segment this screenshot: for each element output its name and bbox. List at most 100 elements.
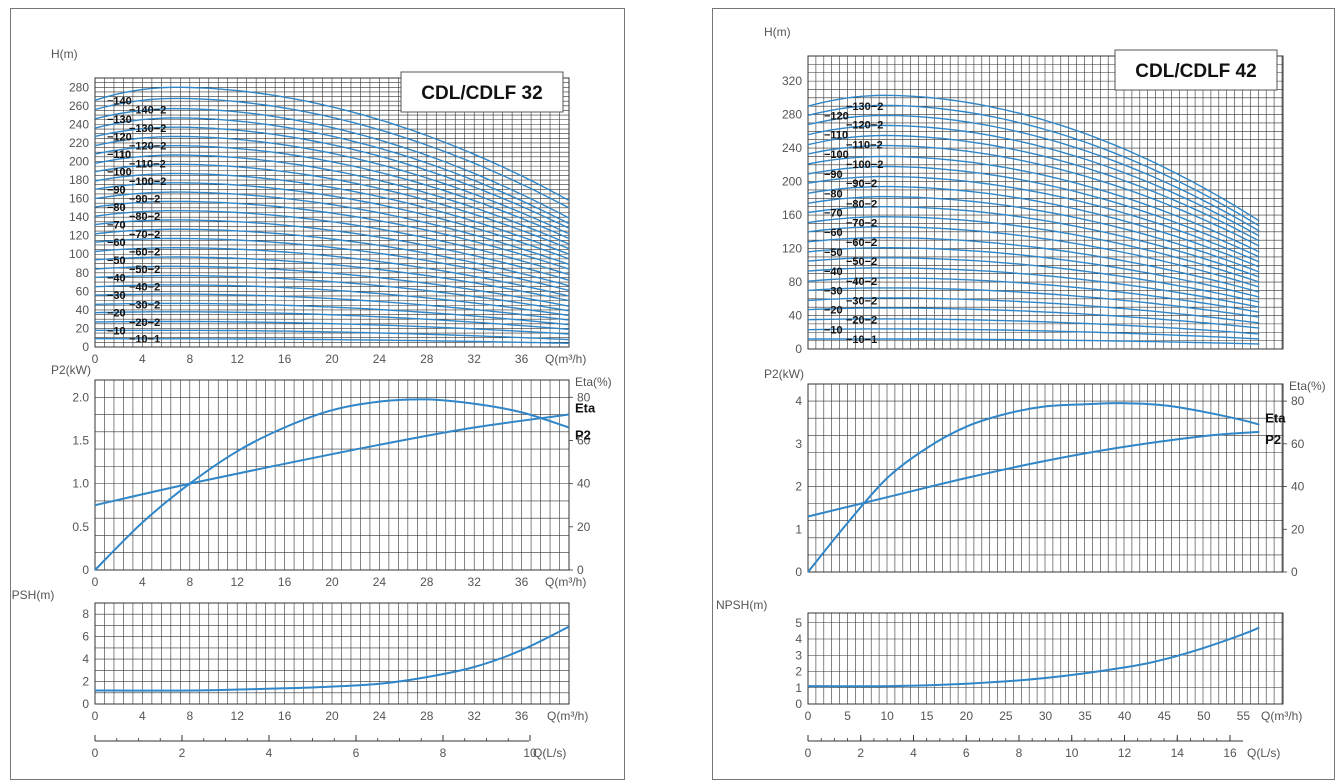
npsh-y-axis-label: NPSH(m) (716, 598, 767, 612)
head-curve-label-100-2: −100−2 (129, 176, 166, 188)
power-plot-frame (807, 383, 1284, 573)
head-curve-60 (807, 226, 1260, 288)
ls-xtick-label: 2 (857, 746, 864, 760)
npsh-xtick-label: 25 (999, 709, 1013, 723)
head-curve-label-80-2: −80−2 (129, 211, 160, 223)
head-curve-label-50-2: −50−2 (846, 256, 877, 268)
npsh-ytick-label: 2 (795, 665, 802, 679)
head-curve-110 (94, 144, 570, 240)
head-curve-130 (94, 107, 570, 219)
npsh-x-axis-label: Q(m³/h) (1261, 709, 1302, 723)
power-xtick-label: 32 (468, 575, 482, 589)
head-curve-label-10: −10 (824, 325, 843, 337)
head-curve-label-80: −80 (107, 202, 126, 214)
head-curve-60-2 (94, 246, 570, 297)
ls-axis-label: Q(L/s) (533, 746, 566, 760)
head-xtick-label: 32 (468, 352, 482, 366)
head-curve-label-70-2: −70−2 (129, 229, 160, 241)
head-ytick-label: 160 (782, 208, 802, 222)
power-xtick-label: 12 (231, 575, 245, 589)
head-curve-30-2 (807, 297, 1260, 324)
power-ytick-label: 1.5 (72, 433, 89, 447)
ls-xtick-label: 8 (1016, 746, 1023, 760)
head-curve-70-2 (94, 228, 570, 287)
head-curve-20-2 (94, 320, 570, 335)
head-curve-label-110-2: −110−2 (846, 140, 883, 152)
head-ytick-label: 280 (782, 108, 802, 122)
npsh-xtick-label: 8 (186, 709, 193, 723)
power-ytick-label: 0 (795, 565, 802, 579)
power-xtick-label: 20 (325, 575, 339, 589)
head-x-axis-label: Q(m³/h) (545, 352, 586, 366)
power-xtick-label: 4 (139, 575, 146, 589)
head-curve-label-130: −130 (107, 114, 132, 126)
npsh-xtick-label: 4 (139, 709, 146, 723)
head-curve-80 (94, 200, 570, 270)
head-curve-label-10-1: −10−1 (846, 334, 877, 346)
npsh-xtick-label: 32 (468, 709, 482, 723)
head-curve-label-60-2: −60−2 (129, 246, 160, 258)
head-curve-label-110-2: −110−2 (129, 158, 166, 170)
npsh-ytick-label: 5 (795, 616, 802, 630)
ls-xtick-label: 4 (910, 746, 917, 760)
power-xtick-label: 0 (92, 575, 99, 589)
model-title-box (1114, 49, 1278, 91)
npsh-ytick-label: 6 (82, 630, 89, 644)
ls-xtick-label: 10 (1065, 746, 1079, 760)
head-ytick-label: 40 (789, 309, 803, 323)
ls-xtick-label: 6 (353, 746, 360, 760)
head-curve-label-110: −110 (824, 130, 848, 142)
head-curve-label-50-2: −50−2 (129, 264, 160, 276)
head-curve-label-70: −70 (107, 220, 126, 232)
head-curve-10-1 (95, 338, 570, 344)
head-ytick-label: 280 (69, 80, 89, 94)
ls-xtick-label: 2 (179, 746, 186, 760)
head-ytick-label: 200 (69, 154, 89, 168)
head-curve-70 (94, 219, 570, 281)
head-xtick-label: 0 (92, 352, 99, 366)
head-curve-label-20: −20 (107, 308, 126, 320)
head-curve-90-2 (807, 175, 1260, 263)
npsh-xtick-label: 30 (1039, 709, 1053, 723)
power-xtick-label: 24 (373, 575, 387, 589)
npsh-plot-frame (807, 612, 1284, 705)
npsh-y-axis-label: NPSH(m) (11, 588, 54, 602)
model-title-box (400, 71, 564, 113)
head-curve-60 (94, 237, 570, 292)
head-curve-100-2 (94, 172, 570, 255)
power-ytick-label: 0.5 (72, 520, 89, 534)
head-curve-label-30-2: −30−2 (846, 295, 877, 307)
npsh-xtick-label: 28 (420, 709, 434, 723)
head-ytick-label: 0 (795, 342, 802, 356)
head-plot-frame (807, 55, 1284, 350)
eta-ytick-label: 40 (577, 477, 591, 491)
eta-ytick-label: 20 (577, 520, 591, 534)
npsh-xtick-label: 45 (1158, 709, 1172, 723)
head-curve-label-20: −20 (824, 305, 843, 317)
head-curve-label-140-2: −140−2 (129, 105, 166, 117)
head-curve-10 (807, 328, 1260, 340)
npsh-xtick-label: 50 (1197, 709, 1211, 723)
head-curve-label-40: −40 (824, 266, 843, 278)
npsh-xtick-label: 20 (325, 709, 339, 723)
model-title: CDL/CDLF 42 (1135, 61, 1256, 82)
head-curve-100 (94, 163, 570, 250)
npsh-xtick-label: 35 (1078, 709, 1092, 723)
ls-xtick-label: 6 (963, 746, 970, 760)
eta-ytick-label: 40 (1291, 480, 1305, 494)
eta-ytick-label: 20 (1291, 522, 1305, 536)
ls-xtick-label: 14 (1171, 746, 1185, 760)
head-ytick-label: 80 (76, 266, 90, 280)
head-curve-label-120-2: −120−2 (129, 141, 166, 153)
npsh-xtick-label: 0 (805, 709, 812, 723)
head-curve-label-10-1: −10−1 (129, 334, 160, 346)
head-xtick-label: 36 (515, 352, 529, 366)
p2-curve (94, 413, 570, 507)
eta-curve-label: Eta (575, 401, 596, 416)
head-ytick-label: 240 (782, 141, 802, 155)
head-ytick-label: 120 (69, 229, 89, 243)
power-ytick-label: 1.0 (72, 477, 89, 491)
power-ytick-label: 2 (795, 480, 802, 494)
head-curve-label-30: −30 (107, 290, 126, 302)
head-curve-90-2 (94, 191, 570, 266)
